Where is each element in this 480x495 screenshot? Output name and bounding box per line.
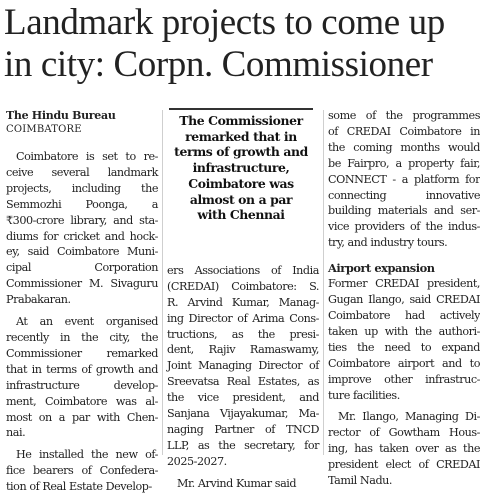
text-line: Mr. Ilango, Managing Di- (338, 410, 480, 424)
text-line: Mr. Arvind Kumar said (177, 476, 297, 490)
article-column-2: The Commissioner remarked that in terms of… (167, 108, 319, 492)
text-line: Tamil Nadu. (328, 474, 393, 488)
text-line: rector of Gowtham Hous- (328, 426, 480, 440)
paragraph: Coimbatore is set to re-ceive several la… (6, 149, 158, 308)
column-divider (162, 110, 163, 455)
text-line: ture facilities. (328, 388, 400, 402)
paragraph: Mr. Ilango, Managing Di-rector of Gowtha… (328, 409, 480, 489)
text-line: Commissioner remarked (6, 346, 158, 360)
text-line: connecting innovative (328, 188, 480, 202)
text-line: R. Arvind Kumar, Manag- (167, 295, 319, 309)
text-line: the vice president, and (167, 391, 319, 405)
text-line: CONNECT - a platform for (328, 172, 480, 186)
text-line: tructions, as the presi- (167, 327, 319, 341)
text-line: At an event organised (16, 315, 158, 329)
text-line: ment, Coimbatore was al- (6, 394, 158, 408)
text-line: fice bearers of Confedera- (6, 464, 158, 478)
text-line: building materials and ser- (328, 204, 480, 218)
paragraph: some of the programmes of CREDAI Coimbato… (328, 108, 480, 251)
text-line: Prabakaran. (6, 293, 71, 307)
pull-quote-text: The Commissioner remarked that in terms of… (169, 113, 313, 223)
article-column-3: some of the programmes of CREDAI Coimbato… (328, 108, 480, 489)
paragraph: Former CREDAI president, Gugan Ilango, sa… (328, 276, 480, 403)
text-line: The Commissioner (179, 113, 303, 128)
paragraph: Mr. Arvind Kumar said (167, 476, 319, 492)
text-line: Joint Managing Director of (167, 359, 319, 373)
column-divider (323, 110, 324, 455)
text-line: taken up with the authori- (328, 324, 480, 338)
text-line: of CREDAI Coimbatore in (328, 124, 480, 138)
text-line: ers Associations of India (167, 263, 319, 277)
text-line: Former CREDAI president, (328, 277, 480, 291)
text-line: ing Director of Arima Cons- (167, 311, 319, 325)
text-line: Sanjana Vijayakumar, Ma- (167, 407, 319, 421)
text-line: LLP, as the secretary, for (167, 438, 319, 452)
text-line: improve other infrastruc- (328, 372, 480, 386)
headline-line-2: in city: Corpn. Commissioner (4, 44, 433, 85)
text-line: Coimbatore had actively (328, 308, 480, 322)
text-line: be Fairpro, a property fair, (328, 156, 480, 170)
text-line: recently in the city, the (6, 330, 158, 344)
text-line: projects, including the (6, 181, 158, 195)
text-line: most on a par with Chen- (6, 410, 158, 424)
text-line: Coimbatore airport and to (328, 356, 480, 370)
text-line: infrastructure develop- (6, 378, 158, 392)
text-line: Coimbatore is set to re- (16, 150, 158, 163)
text-line: ceive several landmark (6, 165, 158, 179)
text-line: ey, said Coimbatore Muni- (6, 245, 158, 259)
paragraph: At an event organised recently in the cit… (6, 314, 158, 441)
article-headline: Landmark projects to come up in city: Co… (4, 2, 476, 86)
section-subhead: Airport expansion (328, 261, 435, 276)
text-line: with Chennai (197, 207, 285, 223)
text-line: Gugan Ilango, said CREDAI (328, 293, 480, 307)
pull-quote: The Commissioner remarked that in terms of… (169, 108, 313, 223)
text-line: infrastructure, (192, 160, 290, 176)
text-line: Commissioner M. Sivaguru (6, 277, 158, 291)
text-line: 2025-2027. (167, 454, 227, 468)
text-line: the coming months would (328, 140, 480, 154)
text-line: ₹300-crore library, and sta- (6, 213, 158, 227)
byline: The Hindu Bureau (6, 109, 116, 122)
article-column-1: The Hindu Bureau COIMBATORE Coimbatore i… (6, 108, 158, 495)
text-line: ing, has taken over as the (328, 442, 480, 456)
text-line: Semmozhi Poonga, a (6, 197, 158, 211)
text-line: try, and industry tours. (328, 236, 448, 250)
text-line: ties the need to expand (328, 340, 480, 354)
text-line: cipal Corporation (6, 261, 158, 275)
text-line: naging Partner of TNCD (167, 422, 319, 436)
text-line: some of the programmes (328, 109, 480, 122)
headline-line-1: Landmark projects to come up (4, 2, 445, 43)
text-line: Coimbatore was (188, 175, 294, 191)
paragraph: He installed the new of-fice bearers of … (6, 447, 158, 495)
text-line: diums for cricket and hock- (6, 229, 158, 243)
text-line: He installed the new of- (16, 448, 158, 462)
dateline: COIMBATORE (6, 124, 82, 135)
text-line: that in terms of growth and (6, 362, 158, 376)
text-line: dent, Rajiv Ramaswamy, (167, 343, 319, 357)
text-line: vice providers of the indus- (328, 220, 480, 234)
text-line: Sreevatsa Real Estates, as (167, 375, 319, 389)
text-line: terms of growth and (174, 144, 308, 160)
text-line: almost on a par (189, 191, 293, 207)
text-line: remarked that in (185, 128, 297, 144)
text-line: tion of Real Estate Develop- (6, 480, 152, 494)
text-line: (CREDAI) Coimbatore: S. (167, 279, 319, 293)
text-line: nai. (6, 426, 26, 440)
paragraph: ers Associations of India (CREDAI) Coimba… (167, 263, 319, 470)
